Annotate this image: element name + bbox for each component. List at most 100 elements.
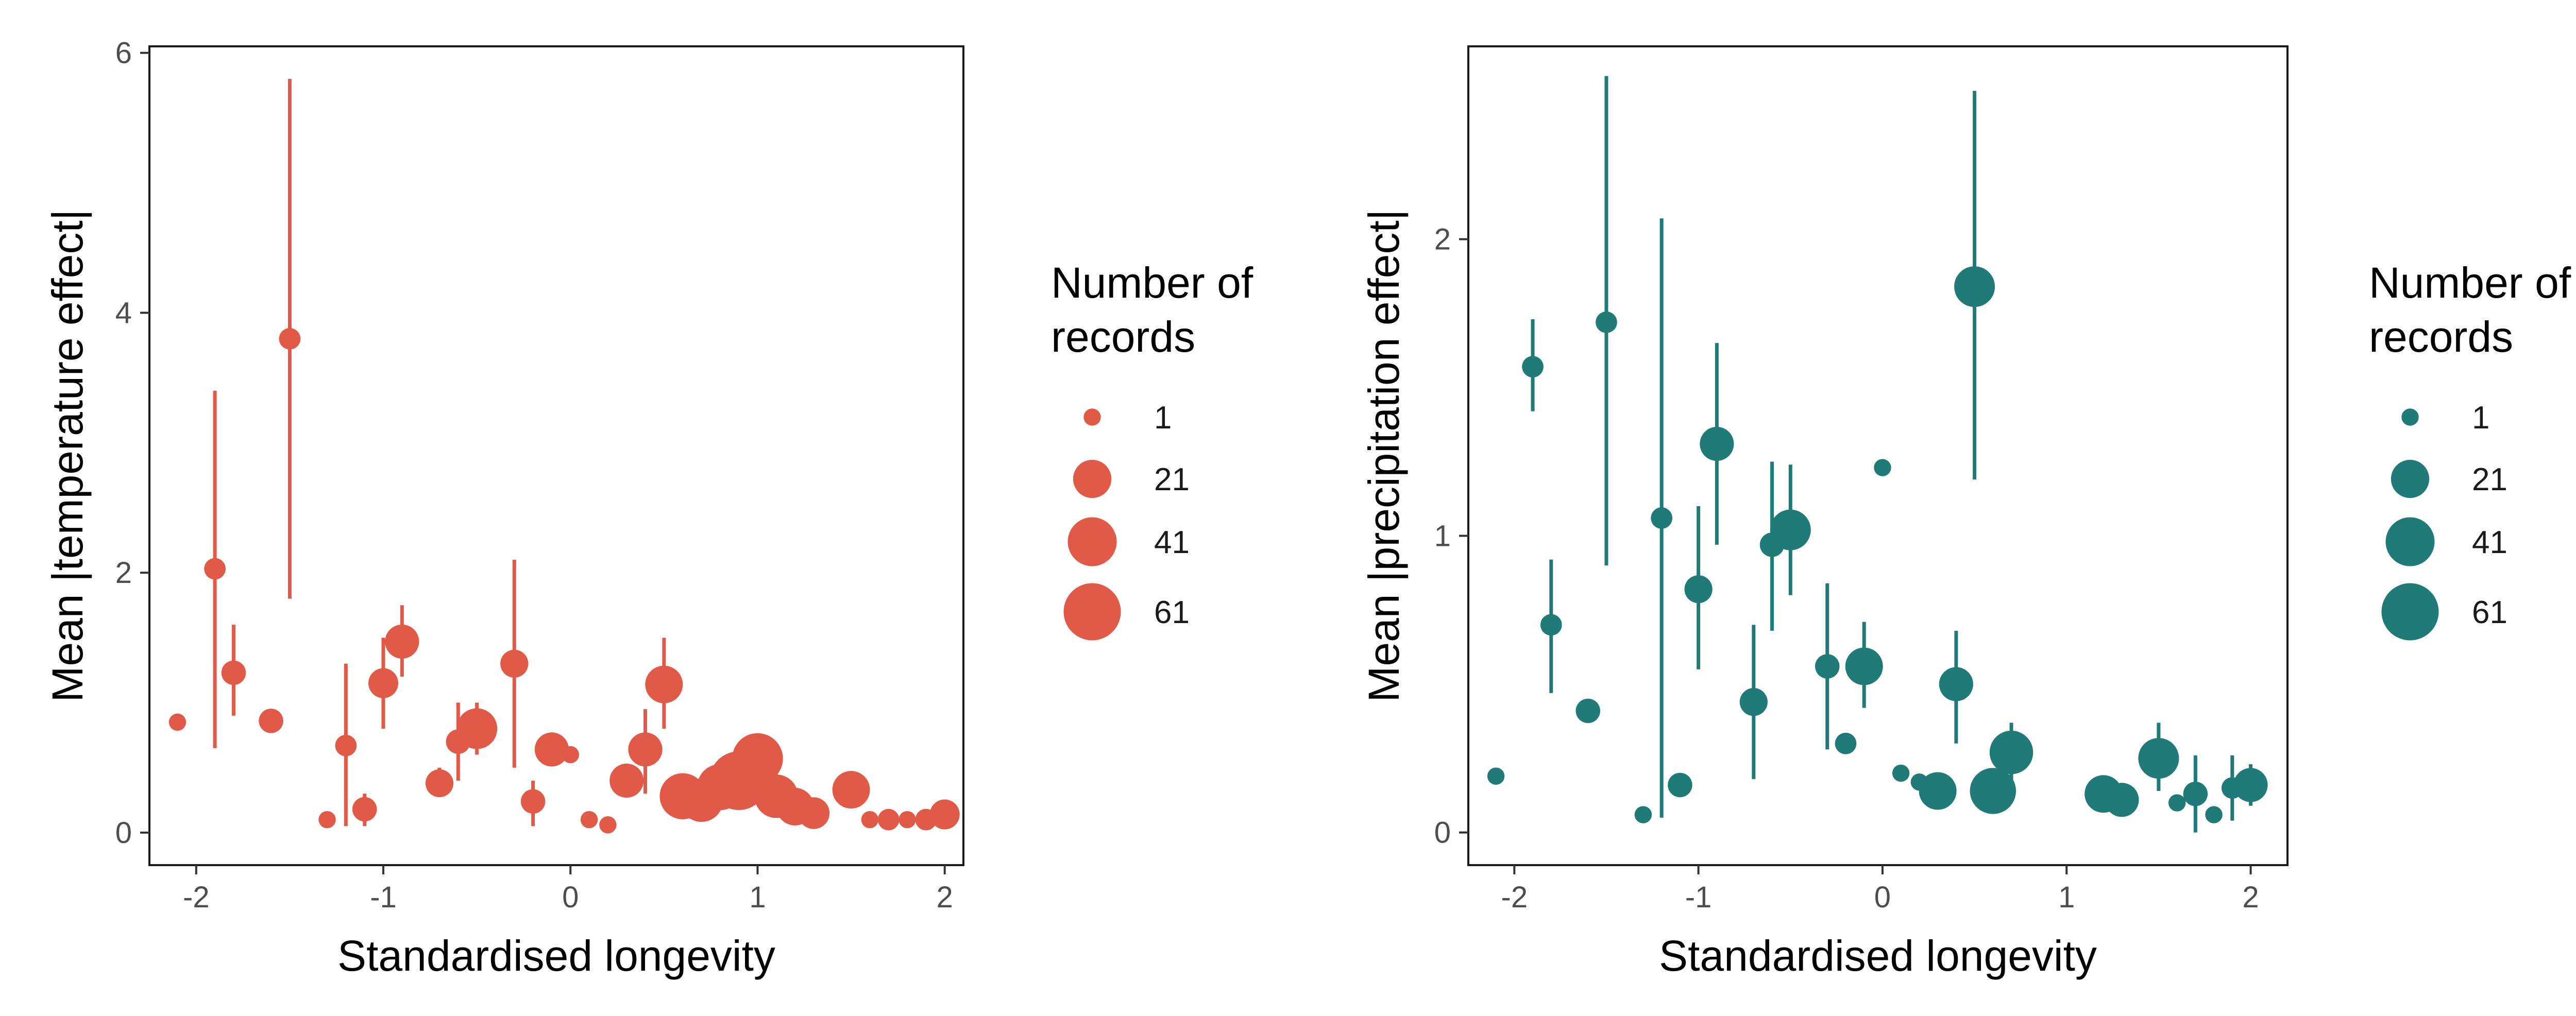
data-point (352, 797, 377, 822)
y-tick-label: 4 (115, 296, 132, 330)
data-point (877, 808, 900, 831)
data-point (279, 328, 301, 350)
legend-key-circle (2381, 583, 2439, 641)
data-point (1596, 311, 1617, 333)
data-point (1668, 772, 1692, 798)
x-tick-label: -1 (370, 881, 397, 914)
data-point (1522, 356, 1544, 378)
legend-key-circle (1063, 583, 1121, 641)
x-axis-title-temperature: Standardised longevity (337, 932, 775, 980)
data-point (1540, 614, 1562, 636)
data-point (368, 668, 399, 698)
x-tick-label: 1 (2058, 881, 2075, 914)
x-tick-label: 2 (2242, 881, 2259, 914)
data-point (1954, 266, 1995, 307)
x-axis-ticks-temperature: -2 -1 0 1 2 (183, 865, 953, 914)
data-point (899, 811, 916, 829)
y-axis-ticks-precipitation: 0 1 2 (1434, 222, 1468, 850)
legend-key-circle (2391, 459, 2430, 498)
data-point (2138, 738, 2179, 779)
data-point (1874, 459, 1891, 476)
y-tick-label: 6 (115, 37, 132, 70)
y-axis-ticks-temperature: 0 2 4 6 (115, 37, 149, 850)
legend-key-label: 61 (1154, 595, 1190, 630)
data-point (500, 649, 529, 678)
data-point (1989, 730, 2033, 774)
data-point (798, 797, 830, 829)
panel-temperature: -2 -1 0 1 2 0 2 4 6 Standardised longevity Mean… (43, 37, 1253, 980)
x-tick-label: -1 (1685, 881, 1712, 914)
data-point (1919, 772, 1957, 810)
data-point (2168, 794, 2186, 812)
legend-keys-precipitation: 1 21 41 61 (2381, 400, 2507, 641)
data-point (318, 811, 336, 829)
legend-key-label: 21 (2472, 462, 2507, 497)
data-point (2105, 783, 2139, 817)
data-point (599, 816, 617, 834)
data-point (2183, 781, 2208, 806)
y-tick-label: 2 (1434, 222, 1451, 256)
x-axis-ticks-precipitation: -2 -1 0 1 2 (1501, 865, 2259, 914)
x-tick-label: -2 (183, 881, 210, 914)
legend-key-label: 1 (2472, 400, 2489, 436)
legend-key-label: 61 (2472, 595, 2507, 630)
data-point (562, 746, 579, 764)
legend-title-line2-precipitation: records (2369, 313, 2513, 361)
y-axis-title-temperature: Mean |temperature effect| (43, 209, 92, 702)
legend-key-circle (2385, 517, 2435, 566)
x-tick-label: 0 (1874, 881, 1891, 914)
data-point (204, 558, 226, 580)
data-point (168, 713, 187, 731)
legend-key-label: 41 (2472, 525, 2507, 560)
data-point (1815, 654, 1840, 679)
plot-area-temperature (148, 45, 964, 866)
y-axis-title-precipitation: Mean |precipitation effect| (1360, 209, 1408, 702)
data-point (2233, 768, 2268, 802)
data-point (1892, 764, 1910, 782)
data-point (1575, 698, 1600, 724)
data-point (628, 732, 663, 767)
data-point (385, 624, 419, 659)
data-point (456, 708, 498, 749)
data-point (1487, 767, 1505, 785)
plot-area-precipitation (1467, 45, 2289, 866)
legend-key-label: 41 (1154, 525, 1190, 560)
data-point (221, 660, 246, 685)
data-point (1700, 426, 1734, 461)
data-point (335, 734, 357, 756)
legend-temperature: Number of records 1 21 41 61 (1051, 259, 1253, 641)
legend-key-circle (1067, 517, 1117, 566)
legend-title-line2-temperature: records (1051, 313, 1195, 361)
data-point (929, 799, 960, 830)
data-point (580, 811, 598, 829)
legend-title-line1-precipitation: Number of (2369, 259, 2571, 307)
data-marks-temperature (168, 79, 960, 834)
data-point (1651, 507, 1673, 529)
data-point (259, 709, 283, 733)
data-point (609, 763, 644, 798)
data-point (1970, 768, 2016, 814)
y-tick-label: 0 (115, 816, 132, 850)
legend-key-circle (1073, 459, 1112, 498)
data-point (1835, 732, 1857, 754)
plot-border-temperature (148, 45, 964, 866)
data-point (1739, 688, 1768, 716)
panel-precipitation: -2 -1 0 1 2 0 1 2 Standardised longevity Mean … (1360, 45, 2571, 980)
data-point (1634, 806, 1652, 823)
legend-key-label: 1 (1154, 400, 1172, 436)
data-marks-precipitation (1487, 76, 2268, 833)
data-point (732, 733, 783, 784)
x-axis-title-precipitation: Standardised longevity (1659, 932, 2097, 980)
data-point (1845, 647, 1883, 685)
x-tick-label: -2 (1501, 881, 1528, 914)
x-tick-label: 1 (749, 881, 766, 914)
legend-keys-temperature: 1 21 41 61 (1063, 400, 1190, 641)
legend-key-circle (1083, 408, 1101, 426)
data-point (861, 811, 879, 829)
data-point (1939, 667, 1973, 701)
legend-key-circle (2401, 408, 2419, 426)
data-point (425, 769, 454, 798)
legend-key-label: 21 (1154, 462, 1190, 497)
